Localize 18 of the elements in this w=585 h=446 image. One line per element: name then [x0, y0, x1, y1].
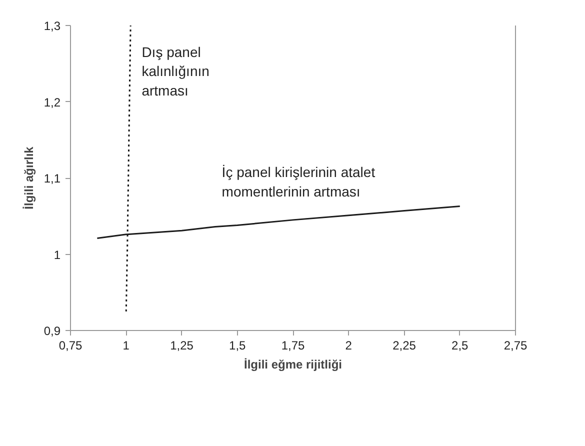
x-tick-label: 2,5	[452, 338, 469, 352]
x-tick-label: 0,75	[58, 338, 83, 352]
x-tick-label: 1	[122, 338, 130, 352]
x-tick-label: 1,75	[281, 338, 306, 352]
y-tick-label: 0,9	[44, 324, 61, 338]
x-axis-title: İlgili eğme rijitliği	[244, 358, 342, 372]
y-tick-label: 1,2	[44, 95, 61, 110]
x-tick-label: 1,25	[170, 338, 194, 352]
x-tick-label: 2,75	[504, 338, 528, 352]
y-tick-label: 1	[54, 248, 61, 262]
x-tick-label: 2	[345, 338, 352, 352]
y-tick-label: 1,3	[44, 19, 61, 33]
x-tick-label: 1,5	[229, 338, 246, 352]
y-tick-label: 1,1	[44, 172, 61, 186]
annotation: İç panel kirişlerinin atalet momentlerinin artması	[222, 164, 376, 200]
x-tick-label: 2,25	[392, 338, 416, 352]
y-axis-title: İlgili ağırlık	[22, 146, 36, 210]
annotation: Dış panel kalınlığının artması	[142, 44, 210, 98]
